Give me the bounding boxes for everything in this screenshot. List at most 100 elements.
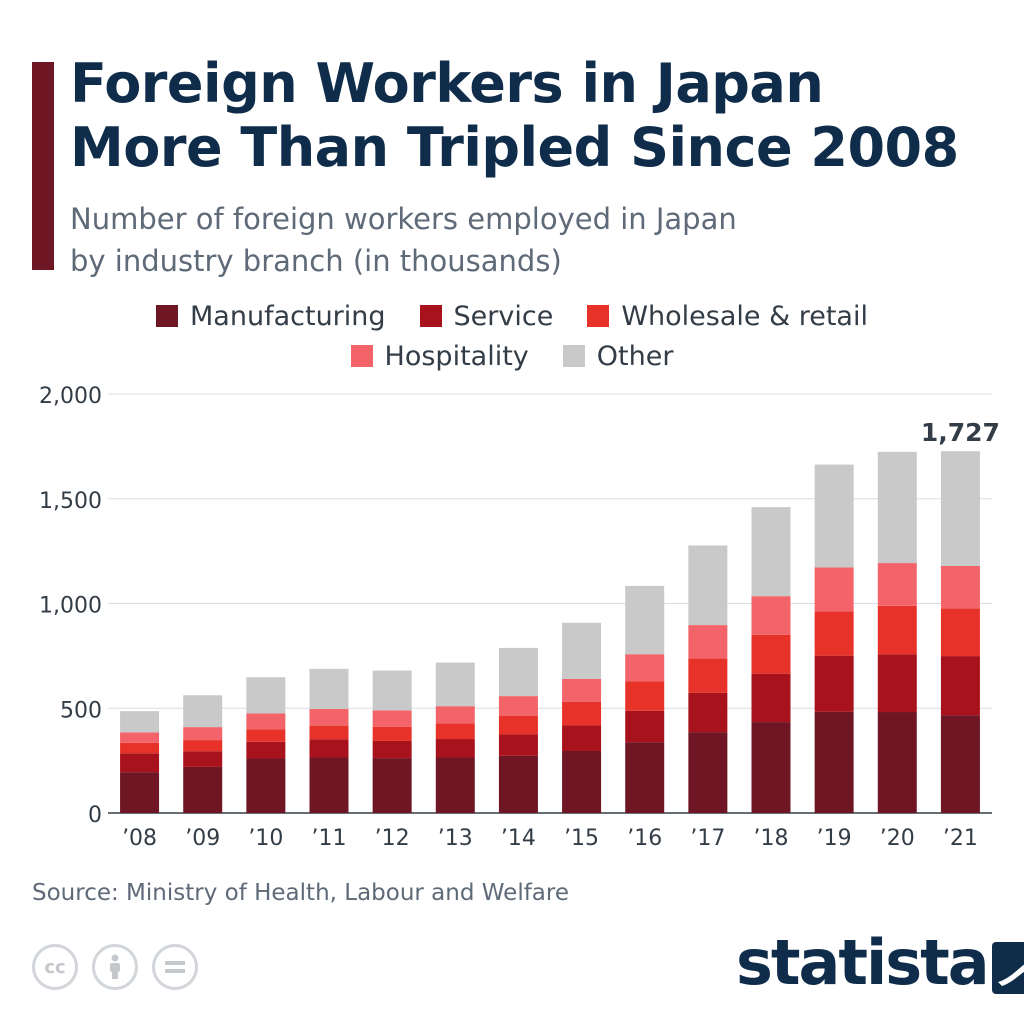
legend-row-1: Manufacturing Service Wholesale & retail bbox=[0, 296, 1024, 336]
legend-label: Service bbox=[453, 300, 554, 332]
bar-segment-other bbox=[120, 711, 160, 733]
bar-segment-service bbox=[688, 692, 728, 733]
bar-segment-manufacturing bbox=[120, 772, 160, 813]
bar-segment-hospitality bbox=[498, 696, 538, 717]
bar-segment-service bbox=[562, 725, 602, 751]
bar-segment-service bbox=[435, 739, 475, 758]
bar-segment-hospitality bbox=[246, 713, 286, 730]
y-tick-label: 0 bbox=[88, 803, 102, 828]
legend-swatch bbox=[587, 305, 610, 327]
bar-segment-service bbox=[877, 654, 917, 713]
bar-segment-wholesale-retail bbox=[120, 742, 160, 754]
legend-swatch bbox=[562, 345, 585, 367]
bar-segment-wholesale-retail bbox=[877, 605, 917, 655]
bar-segment-manufacturing bbox=[309, 757, 349, 813]
bar-segment-hospitality bbox=[877, 563, 917, 606]
bar-segment-wholesale-retail bbox=[372, 726, 412, 741]
x-tick-label: ’16 bbox=[627, 826, 662, 851]
bar-segment-hospitality bbox=[183, 727, 223, 741]
y-tick-label: 2,000 bbox=[39, 384, 102, 409]
legend-item-other: Other bbox=[562, 340, 674, 372]
statista-mark-icon bbox=[991, 942, 1024, 994]
x-tick-label: ’18 bbox=[754, 826, 789, 851]
x-tick-label: ’20 bbox=[880, 826, 915, 851]
legend: Manufacturing Service Wholesale & retail… bbox=[0, 296, 1024, 376]
bar-segment-other bbox=[688, 545, 728, 626]
bar-segment-other bbox=[309, 668, 349, 709]
bar-segment-hospitality bbox=[562, 678, 602, 702]
bar-segment-service bbox=[940, 656, 980, 716]
bar-segment-hospitality bbox=[435, 706, 475, 724]
bar-segment-hospitality bbox=[625, 654, 665, 682]
bar-segment-manufacturing bbox=[183, 766, 223, 813]
bar-segment-other bbox=[940, 451, 980, 566]
no-derivatives-icon[interactable] bbox=[152, 944, 198, 990]
legend-item-wholesale-retail: Wholesale & retail bbox=[587, 301, 868, 332]
bar-segment-service bbox=[246, 741, 286, 759]
x-tick-label: ’13 bbox=[438, 826, 473, 851]
y-tick-label: 1,500 bbox=[39, 489, 102, 514]
bar-segment-service bbox=[183, 751, 223, 767]
legend-label: Other bbox=[596, 340, 674, 372]
bar-segment-manufacturing bbox=[625, 742, 665, 813]
bar-segment-hospitality bbox=[940, 565, 980, 609]
bar-segment-service bbox=[309, 739, 349, 758]
bar-segment-service bbox=[372, 740, 412, 759]
bar-segment-other bbox=[372, 670, 412, 711]
bar-segment-hospitality bbox=[814, 567, 854, 612]
bar-segment-other bbox=[751, 507, 791, 597]
bar-segment-other bbox=[562, 622, 602, 679]
x-tick-label: ’19 bbox=[817, 826, 852, 851]
bar-segment-hospitality bbox=[309, 708, 349, 726]
bar-segment-service bbox=[120, 753, 160, 773]
bar-segment-manufacturing bbox=[877, 712, 917, 813]
legend-item-manufacturing: Manufacturing bbox=[156, 301, 386, 332]
legend-label: Wholesale & retail bbox=[621, 300, 868, 332]
statista-logo[interactable]: statista bbox=[736, 928, 1024, 998]
bar-segment-service bbox=[625, 710, 665, 743]
license-icons: cc bbox=[32, 944, 212, 990]
title-line-1: Foreign Workers in Japan bbox=[70, 52, 824, 115]
legend-item-service: Service bbox=[419, 300, 554, 332]
x-tick-label: ’10 bbox=[248, 826, 283, 851]
subtitle-line-1: Number of foreign workers employed in Ja… bbox=[70, 202, 737, 236]
bar-segment-hospitality bbox=[751, 596, 791, 635]
bar-segment-wholesale-retail bbox=[940, 608, 980, 657]
y-tick-label: 500 bbox=[60, 698, 102, 723]
accent-bar bbox=[32, 62, 54, 270]
bar-segment-wholesale-retail bbox=[751, 634, 791, 674]
bar-segment-manufacturing bbox=[688, 732, 728, 813]
legend-swatch bbox=[156, 305, 179, 327]
bar-segment-service bbox=[814, 655, 854, 712]
source-note: Source: Ministry of Health, Labour and W… bbox=[32, 880, 569, 906]
bar-segment-manufacturing bbox=[435, 757, 475, 813]
cc-icon[interactable]: cc bbox=[32, 944, 78, 990]
bar-segment-wholesale-retail bbox=[309, 725, 349, 740]
x-tick-label: ’08 bbox=[122, 826, 157, 851]
bar-segment-other bbox=[246, 677, 286, 714]
bar-segment-hospitality bbox=[688, 625, 728, 659]
equals-icon bbox=[165, 961, 185, 973]
bar-segment-other bbox=[814, 464, 854, 568]
x-tick-label: ’14 bbox=[501, 826, 536, 851]
x-tick-label: ’21 bbox=[943, 826, 978, 851]
x-tick-label: ’17 bbox=[690, 826, 725, 851]
bar-segment-wholesale-retail bbox=[625, 681, 665, 711]
attribution-icon[interactable] bbox=[92, 944, 138, 990]
bar-segment-other bbox=[183, 695, 223, 728]
bar-segment-manufacturing bbox=[751, 722, 791, 813]
bar-segment-service bbox=[751, 673, 791, 723]
legend-swatch bbox=[350, 345, 373, 367]
bar-segment-manufacturing bbox=[372, 758, 412, 813]
bar-segment-wholesale-retail bbox=[435, 723, 475, 740]
x-tick-label: ’15 bbox=[564, 826, 599, 851]
bar-segment-other bbox=[498, 647, 538, 697]
bar-segment-wholesale-retail bbox=[246, 729, 286, 742]
bar-segment-other bbox=[625, 585, 665, 655]
bar-segment-manufacturing bbox=[562, 750, 602, 813]
brand-name: statista bbox=[736, 926, 990, 999]
chart-title: Foreign Workers in Japan More Than Tripl… bbox=[70, 52, 1010, 180]
legend-row-2: Hospitality Other bbox=[0, 336, 1024, 376]
bar-segment-manufacturing bbox=[498, 755, 538, 813]
